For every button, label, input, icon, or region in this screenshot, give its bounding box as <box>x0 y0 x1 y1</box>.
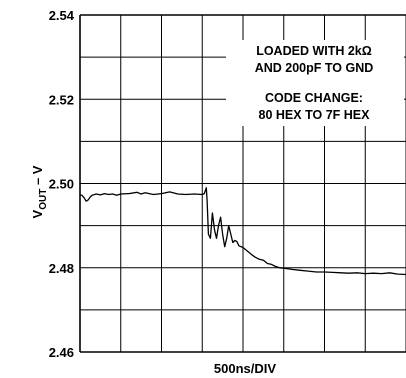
y-axis-title: VOUT – V <box>30 165 49 218</box>
y-tick-label: 2.52 <box>49 92 74 107</box>
y-axis-title-sub: OUT <box>38 189 49 210</box>
y-axis-title-main: V <box>30 209 45 218</box>
series-layer <box>79 187 406 276</box>
y-tick-labels: 2.46 2.48 2.50 2.52 2.54 <box>49 8 75 360</box>
annotation-line-3: CODE CHANGE: <box>265 91 363 105</box>
annotation-box <box>226 40 404 126</box>
svg-text:VOUT – V: VOUT – V <box>30 165 49 218</box>
annotation-line-1: LOADED WITH 2kΩ <box>256 44 372 58</box>
series-line <box>79 187 406 276</box>
y-tick-label: 2.50 <box>49 177 74 192</box>
annotation-line-4: 80 HEX TO 7F HEX <box>259 108 371 122</box>
x-axis-title: 500ns/DIV <box>214 361 276 376</box>
y-tick-label: 2.48 <box>49 261 74 276</box>
y-tick-label: 2.46 <box>49 345 74 360</box>
y-tick-label: 2.54 <box>49 8 75 23</box>
y-axis-title-suffix: – V <box>30 165 45 188</box>
annotation-line-2: AND 200pF TO GND <box>255 61 374 75</box>
